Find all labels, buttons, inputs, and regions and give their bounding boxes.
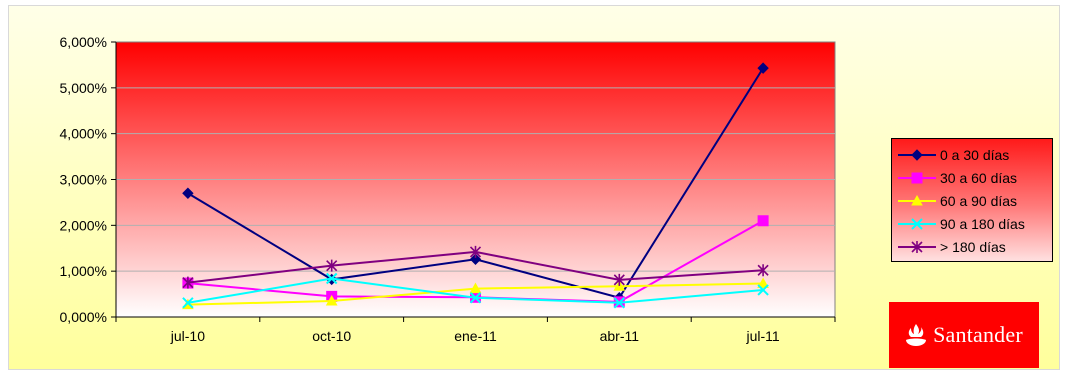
data-point — [613, 297, 626, 309]
x-tick-label: oct-10 — [312, 328, 351, 344]
x-tick-label: abr-11 — [600, 328, 640, 344]
data-point — [182, 187, 194, 199]
legend-swatch — [898, 240, 936, 253]
legend-marker — [911, 194, 923, 205]
y-tick-label: 6,000% — [60, 34, 107, 50]
data-point — [325, 294, 338, 306]
legend-item: > 180 días — [892, 235, 1052, 258]
x-tick-label: jul-11 — [745, 328, 779, 344]
santander-logo: Santander — [889, 302, 1039, 368]
y-tick-label: 5,000% — [60, 80, 107, 96]
legend-label: 90 a 180 días — [940, 215, 1025, 232]
legend-marker — [911, 148, 923, 161]
series-4 — [182, 245, 769, 289]
data-point — [469, 282, 482, 294]
data-point — [613, 273, 625, 286]
y-tick-label: 2,000% — [60, 217, 107, 233]
data-point — [757, 215, 769, 227]
legend-swatch — [898, 194, 936, 205]
y-tick-label: 0,000% — [60, 309, 107, 325]
data-point — [469, 253, 482, 265]
gridlines — [116, 87, 835, 272]
data-point — [182, 276, 194, 289]
x-tick-label: jul-10 — [170, 328, 205, 344]
data-point — [325, 272, 338, 285]
axes: 0,000% 1,000% 2,000% 3,000% 4,000% 5,000% 6,00… — [60, 34, 836, 344]
y-tick-label: 4,000% — [60, 126, 107, 142]
legend-marker — [911, 217, 923, 230]
legend-label: 0 a 30 días — [940, 146, 1010, 163]
y-tick-label: 1,000% — [60, 263, 107, 279]
legend-item: 90 a 180 días — [892, 212, 1052, 235]
x-tick-label: ene-11 — [454, 328, 497, 344]
legend: 0 a 30 días 30 a 60 días 60 a 90 días 90 a … — [891, 138, 1053, 262]
legend-marker — [911, 240, 923, 253]
series — [182, 62, 769, 310]
legend-item: 0 a 30 días — [892, 143, 1052, 166]
line-chart: 0,000% 1,000% 2,000% 3,000% 4,000% 5,000% 6,00… — [60, 34, 836, 344]
data-point — [757, 277, 769, 289]
data-point — [182, 297, 194, 309]
data-point — [757, 284, 769, 296]
legend-item: 60 a 90 días — [892, 189, 1052, 212]
data-point — [326, 259, 338, 272]
legend-label: 60 a 90 días — [940, 192, 1018, 209]
series-3 — [182, 272, 769, 309]
legend-marker — [911, 172, 923, 183]
legend-item: 30 a 60 días — [892, 166, 1052, 189]
chart-area: 0,000% 1,000% 2,000% 3,000% 4,000% 5,000% 6,00… — [8, 5, 1060, 370]
legend-swatch — [898, 172, 936, 183]
data-point — [469, 292, 482, 304]
legend-swatch — [898, 217, 936, 230]
flame-icon — [906, 324, 927, 346]
legend-label: 30 a 60 días — [940, 169, 1018, 186]
legend-label: > 180 días — [940, 238, 1006, 255]
y-tick-label: 3,000% — [60, 172, 107, 188]
logo-text: Santander — [933, 322, 1023, 347]
data-point — [469, 245, 482, 258]
data-point — [757, 264, 769, 277]
legend-swatch — [898, 148, 936, 161]
data-point — [757, 62, 769, 74]
